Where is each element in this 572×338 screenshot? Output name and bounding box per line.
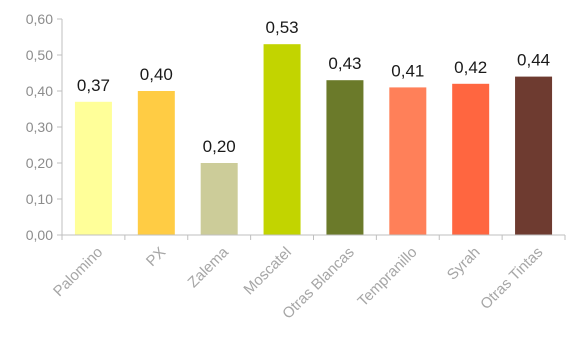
bars [74,44,553,236]
bar-zalema [200,163,238,235]
bar-tempranillo [389,87,427,236]
axes [61,19,566,240]
bar-px [137,91,175,235]
data-label: 0,41 [391,61,424,80]
y-tick-label: 0,20 [26,155,53,171]
bar-palomino [74,101,112,235]
y-tick-label: 0,10 [26,191,53,207]
data-label: 0,42 [454,58,487,77]
bar-otras-blancas [326,80,364,235]
y-tick-label: 0,40 [26,83,53,99]
y-tick-label: 0,60 [26,11,53,27]
bar-otras-tintas [515,76,553,235]
y-tick-label: 0,00 [26,227,53,243]
category-label: Otras Tintas [477,244,546,313]
data-label: 0,20 [203,137,236,156]
data-labels: 0,37 0,40 0,20 0,53 0,43 0,41 0,42 0,44 [77,18,550,156]
data-label: 0,37 [77,76,110,95]
category-label: Tempranillo [354,244,420,310]
category-label: Syrah [444,244,484,284]
bar-syrah [452,83,490,235]
data-label: 0,44 [517,51,550,70]
y-axis-ticks: 0,00 0,10 0,20 0,30 0,40 0,50 0,60 [26,11,62,243]
bar-moscatel [263,44,301,236]
y-tick-label: 0,50 [26,47,53,63]
data-label: 0,40 [140,65,173,84]
data-label: 0,43 [328,54,361,73]
category-label: Palomino [50,244,106,300]
category-label: PX [143,244,169,270]
y-tick-label: 0,30 [26,119,53,135]
data-label: 0,53 [266,18,299,37]
category-label: Moscatel [240,244,294,298]
category-label: Zalema [185,243,233,291]
